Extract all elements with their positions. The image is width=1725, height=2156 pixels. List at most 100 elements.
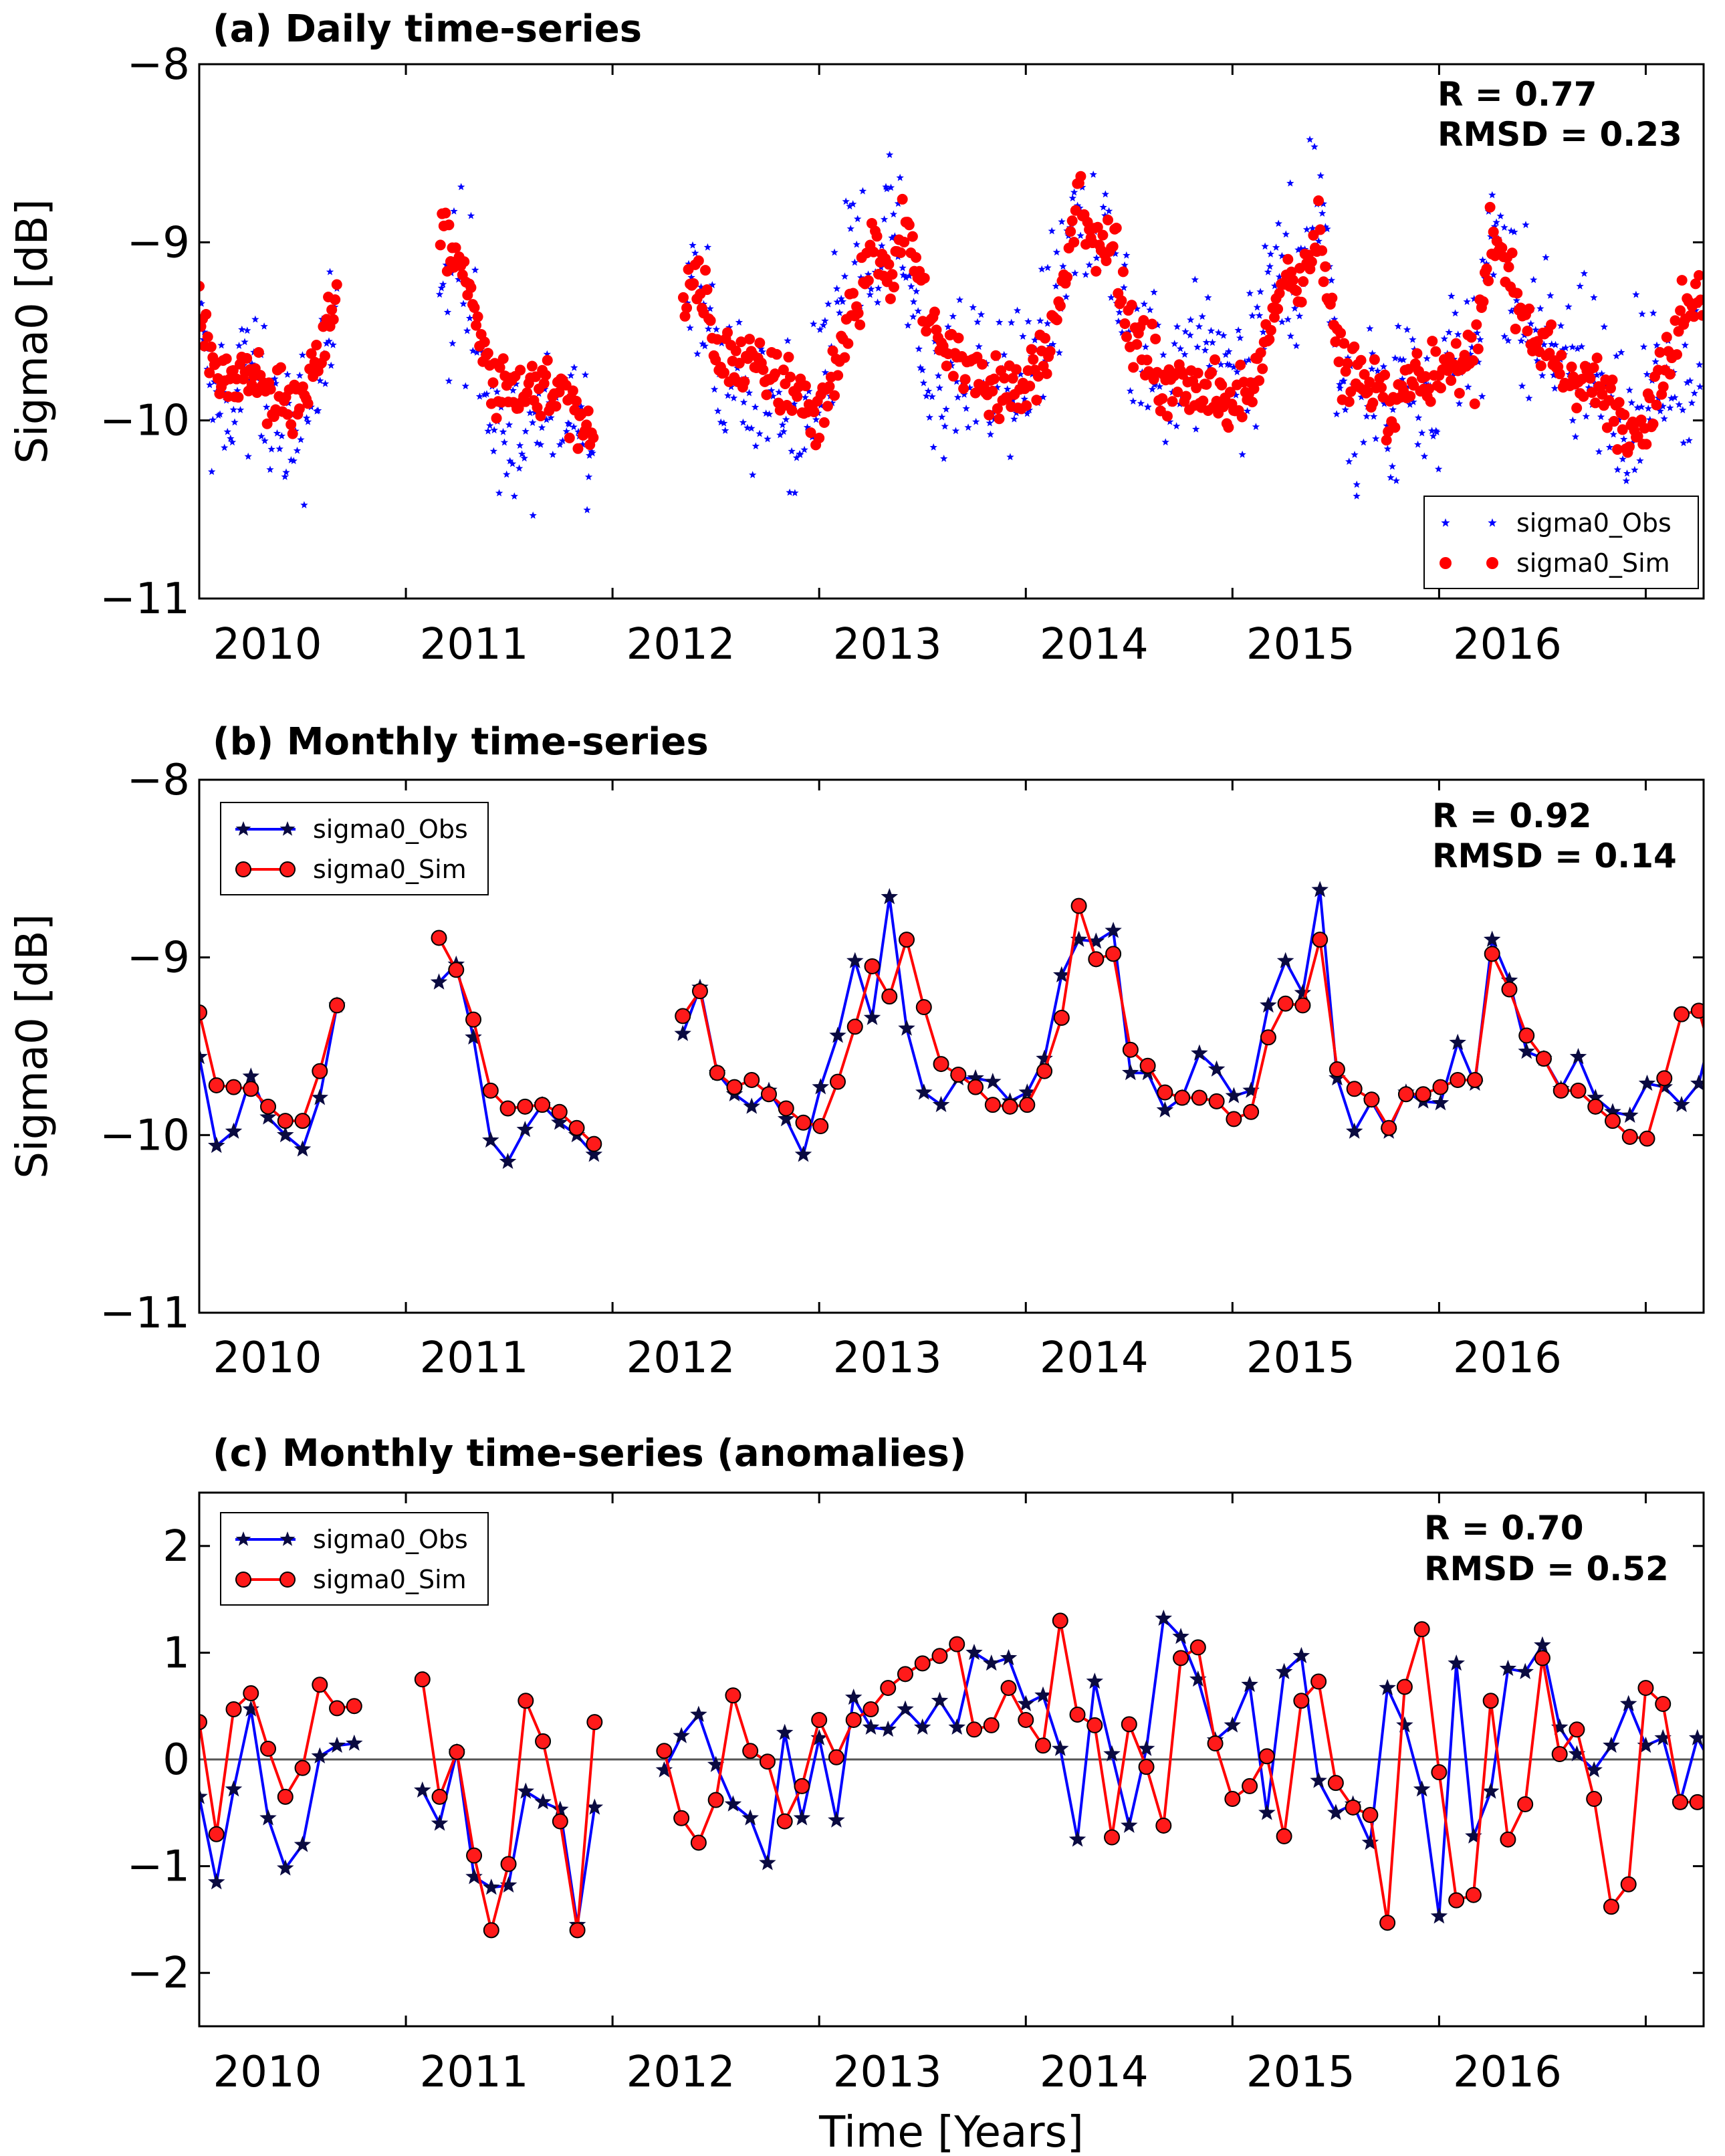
daily-point-obs: [1013, 306, 1022, 314]
daily-point-obs: [717, 339, 726, 347]
daily-point-sim: [1119, 318, 1131, 329]
daily-point-obs: [1644, 405, 1652, 412]
data-point-obs: [965, 1643, 983, 1660]
daily-point-obs: [1370, 412, 1378, 420]
daily-point-obs: [1248, 312, 1256, 320]
daily-point-obs: [1133, 304, 1141, 312]
daily-point-sim: [1612, 444, 1623, 455]
data-point-obs: [1431, 1094, 1450, 1111]
data-point-obs: [1225, 1087, 1243, 1103]
data-point-obs: [1122, 1063, 1139, 1081]
daily-point-obs: [1302, 225, 1311, 233]
data-point-sim: [208, 1826, 225, 1842]
daily-point-obs: [465, 314, 474, 322]
daily-point-obs: [904, 321, 912, 329]
daily-point-obs: [570, 423, 578, 431]
daily-point-obs: [1559, 346, 1567, 353]
daily-point-sim: [1248, 383, 1260, 395]
daily-point-sim: [1051, 314, 1062, 326]
daily-point-obs: [1363, 412, 1371, 420]
y-tick-label: −9: [127, 934, 190, 983]
daily-point-sim: [761, 389, 772, 401]
x-tick-label: 2015: [1246, 1333, 1355, 1383]
daily-point-sim: [1405, 391, 1416, 402]
daily-point-sim: [233, 392, 244, 403]
daily-point-sim: [479, 336, 490, 348]
data-point-sim: [1208, 1093, 1225, 1109]
daily-point-obs: [1217, 360, 1225, 368]
daily-point-obs: [1379, 362, 1388, 370]
daily-point-obs: [235, 342, 243, 349]
daily-point-sim: [246, 379, 257, 391]
daily-point-obs: [1319, 199, 1327, 207]
x-tick-label: 2010: [213, 2048, 322, 2097]
daily-point-obs: [1668, 394, 1676, 402]
data-point-sim: [862, 1701, 879, 1717]
daily-point-sim: [711, 334, 723, 345]
daily-point-obs: [581, 370, 590, 379]
data-point-sim: [1138, 1759, 1155, 1775]
daily-point-sim: [1265, 324, 1276, 336]
data-point-obs: [311, 1747, 329, 1764]
daily-point-sim: [693, 255, 704, 266]
data-point-sim: [675, 1008, 691, 1025]
daily-point-sim: [550, 401, 562, 412]
data-point-obs: [1034, 1686, 1052, 1703]
data-point-obs: [743, 1097, 760, 1114]
daily-point-obs: [1181, 328, 1189, 335]
daily-point-sim: [1675, 305, 1686, 316]
data-point-obs: [414, 1781, 431, 1798]
daily-point-sim: [469, 302, 480, 314]
daily-point-obs: [1126, 387, 1135, 395]
daily-point-obs: [828, 399, 836, 407]
daily-point-sim: [588, 432, 599, 443]
daily-point-obs: [562, 427, 570, 435]
daily-point-obs: [1686, 376, 1694, 385]
daily-point-sim: [1150, 333, 1161, 344]
daily-point-sim: [1345, 386, 1357, 397]
daily-point-sim: [1571, 403, 1583, 414]
data-point-sim: [1639, 1130, 1655, 1147]
daily-point-sim: [1578, 391, 1589, 402]
daily-point-obs: [840, 272, 849, 280]
daily-point-sim: [1090, 265, 1102, 277]
daily-point-obs: [953, 377, 961, 385]
legend-marker: [1441, 518, 1450, 527]
daily-point-obs: [875, 284, 883, 292]
daily-point-obs: [1010, 415, 1018, 423]
daily-point-sim: [1367, 397, 1379, 409]
daily-point-sim: [1286, 266, 1297, 278]
daily-point-obs: [1433, 428, 1441, 436]
data-point-sim: [967, 1079, 984, 1095]
data-point-sim: [483, 1922, 499, 1939]
data-point-sim: [535, 1733, 552, 1749]
data-point-sim: [950, 1067, 967, 1083]
daily-point-sim: [929, 306, 940, 318]
data-point-obs: [1482, 1782, 1500, 1799]
data-point-obs: [1241, 1675, 1258, 1693]
daily-point-sim: [538, 378, 550, 389]
daily-point-obs: [955, 296, 964, 304]
daily-point-obs: [805, 387, 813, 395]
data-point-obs: [199, 1047, 208, 1065]
data-point-obs: [1156, 1101, 1174, 1117]
daily-point-obs: [1619, 455, 1627, 463]
daily-point-sim: [1041, 368, 1052, 379]
legend-marker: [235, 821, 251, 836]
daily-point-sim: [204, 367, 215, 379]
daily-point-obs: [837, 294, 845, 302]
data-point-sim: [1000, 1680, 1017, 1697]
panel-a: (a) Daily time-series Sigma0 [dB] −8 −9 −10 −…: [8, 7, 1705, 669]
daily-point-obs: [721, 427, 729, 434]
daily-point-sim: [885, 293, 896, 304]
daily-point-sim: [800, 380, 811, 391]
daily-point-sim: [1478, 296, 1489, 307]
daily-point-obs: [1193, 343, 1201, 350]
daily-point-sim: [1362, 386, 1373, 397]
daily-point-obs: [986, 430, 995, 438]
data-point-sim: [329, 997, 346, 1014]
data-point-sim: [1104, 1829, 1121, 1846]
daily-point-sim: [1066, 215, 1078, 227]
daily-point-obs: [1368, 349, 1377, 357]
daily-point-obs: [1187, 316, 1195, 324]
